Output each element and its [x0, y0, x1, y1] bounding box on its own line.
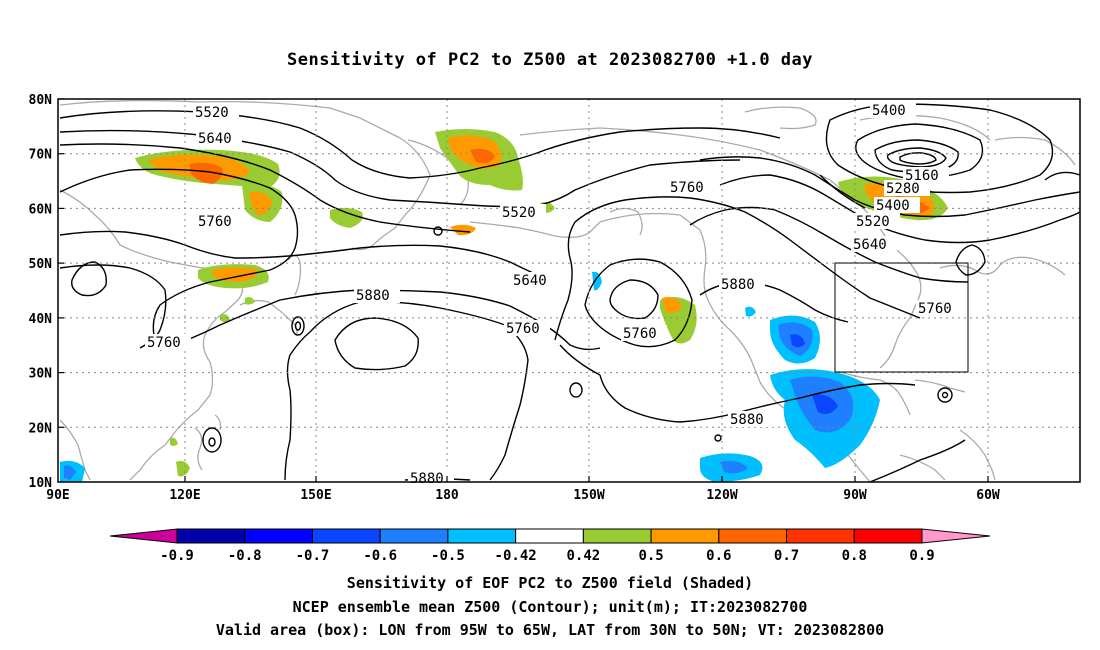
tick-marks	[58, 98, 989, 482]
z500-contours	[59, 103, 1081, 483]
colorbar-label: 0.8	[842, 548, 867, 564]
colorbar-label: -0.7	[296, 548, 330, 564]
lat-label: 50N	[29, 257, 53, 272]
contour-label: 5880	[410, 471, 444, 487]
colorbar-label: -0.5	[431, 548, 465, 564]
contour-label: 5400	[872, 103, 906, 119]
colorbar-cell	[853, 528, 923, 544]
contour-label: 5760	[198, 214, 232, 230]
contour-label: 5520	[195, 105, 229, 121]
colorbar-cell	[582, 528, 652, 544]
colorbar-label: 0.42	[567, 548, 601, 564]
lon-label: 120W	[706, 488, 737, 503]
colorbar-label: -0.9	[160, 548, 194, 564]
lon-label: 60W	[976, 488, 1000, 503]
contour-label: 5520	[856, 214, 890, 230]
colorbar-label: -0.8	[228, 548, 262, 564]
colorbar-cell	[311, 528, 381, 544]
lat-label: 70N	[29, 148, 53, 163]
contour-label: 5280	[886, 181, 920, 197]
lon-label: 120E	[169, 488, 200, 503]
contour-label: 5760	[670, 180, 704, 196]
colorbar-label: 0.7	[774, 548, 799, 564]
lat-label: 80N	[29, 93, 53, 108]
contour-label: 5880	[730, 412, 764, 428]
lon-label: 150E	[300, 488, 331, 503]
colorbar-label: 0.6	[706, 548, 731, 564]
contour-label: 5760	[147, 335, 181, 351]
colorbar-label: 0.5	[638, 548, 663, 564]
contour-label: 5880	[721, 277, 755, 293]
lat-label: 30N	[29, 367, 53, 382]
coastlines	[59, 99, 1076, 483]
colorbar-label: -0.6	[363, 548, 397, 564]
colorbar-end-high	[921, 528, 991, 544]
colorbar-cell	[447, 528, 517, 544]
map-title: Sensitivity of PC2 to Z500 at 2023082700…	[286, 50, 813, 70]
latitude-labels: 80N 70N 60N 50N 40N 30N 20N 10N	[29, 93, 53, 491]
colorbar-label: -0.42	[495, 548, 537, 564]
lon-label: 90E	[46, 488, 69, 503]
colorbar-cell	[718, 528, 788, 544]
contour-label: 5640	[198, 131, 232, 147]
gridlines	[58, 99, 1080, 482]
valid-area-box	[834, 262, 969, 373]
longitude-labels: 90E 120E 150E 180 150W 120W 90W 60W	[46, 488, 1000, 503]
lat-label: 40N	[29, 312, 53, 327]
contour-label: 5520	[502, 205, 536, 221]
caption-line-1: Sensitivity of EOF PC2 to Z500 field (Sh…	[346, 574, 754, 592]
colorbar-cell	[244, 528, 313, 544]
lat-label: 60N	[29, 202, 53, 217]
contour-label: 5880	[356, 288, 390, 304]
contour-label: 5400	[876, 198, 910, 214]
plot-frame	[57, 98, 1081, 483]
lat-label: 20N	[29, 421, 53, 436]
contour-label: 5640	[853, 237, 887, 253]
lon-label: 150W	[573, 488, 604, 503]
lon-label: 90W	[843, 488, 867, 503]
z500-small-contours	[202, 226, 953, 453]
colorbar-cell	[650, 528, 720, 544]
caption-line-3: Valid area (box): LON from 95W to 65W, L…	[215, 621, 885, 639]
colorbar-cell	[379, 528, 449, 544]
colorbar-cell	[176, 528, 246, 544]
colorbar-label: 0.9	[909, 548, 934, 564]
contour-label: 5760	[918, 301, 952, 317]
colorbar-cell	[786, 528, 855, 544]
contour-label: 5760	[506, 321, 540, 337]
contour-labels: 5520 5640 5760 5760 5520 5760 5640 5880 …	[145, 102, 962, 487]
contour-label: 5640	[513, 273, 547, 289]
lon-label: 180	[435, 488, 459, 503]
contour-label: 5760	[623, 326, 657, 342]
colorbar-cell	[515, 528, 584, 544]
caption-line-2: NCEP ensemble mean Z500 (Contour); unit(…	[292, 598, 808, 616]
colorbar: -0.9 -0.8 -0.7 -0.6 -0.5 -0.42 0.42 0.5 0.6 0.7 0.…	[109, 528, 991, 564]
colorbar-end-low	[109, 528, 178, 544]
lat-label: 10N	[29, 476, 53, 491]
